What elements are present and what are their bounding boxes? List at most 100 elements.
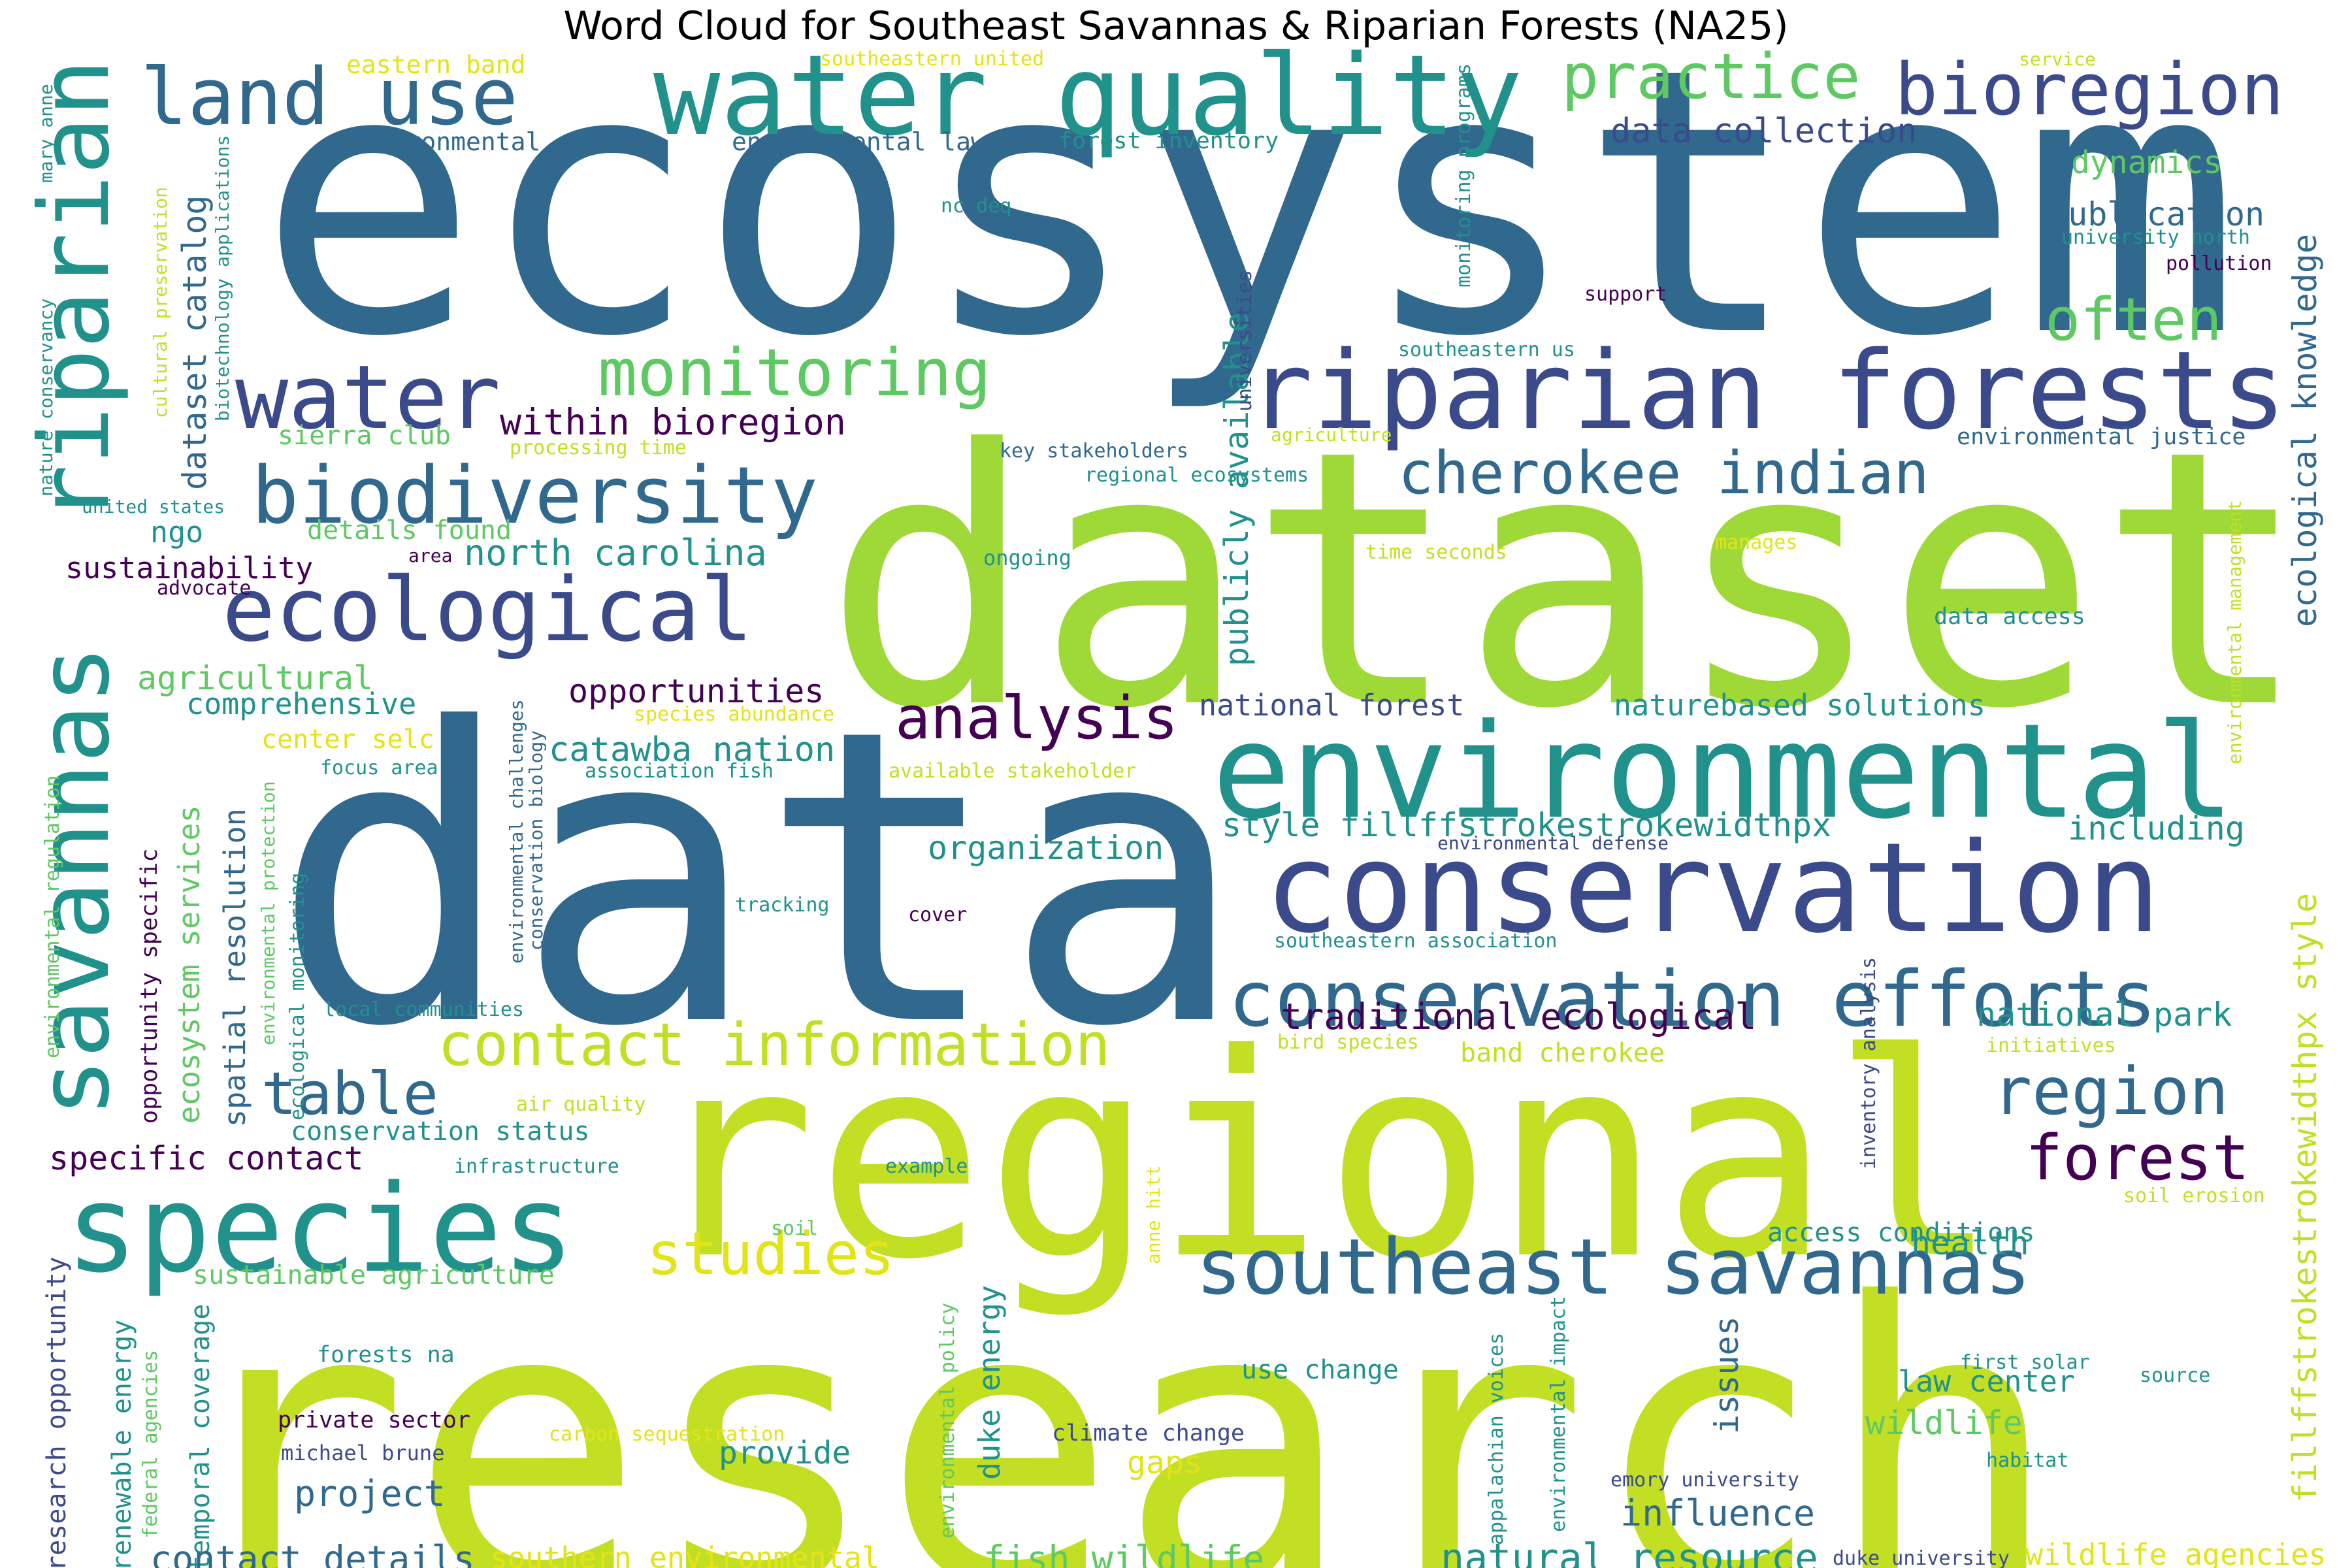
word-inventory-analysis: inventory analysis <box>1857 957 1880 1169</box>
word-climate-change: climate change <box>1052 1420 1245 1446</box>
word-access-conditions: access conditions <box>1767 1218 2034 1248</box>
word-land-use: land use <box>140 52 518 143</box>
word-habitat: habitat <box>1986 1449 2068 1472</box>
word-forests-na: forests na <box>317 1342 455 1368</box>
word-agricultural: agricultural <box>137 659 373 697</box>
word-regional-ecosystems: regional ecosystems <box>1085 464 1309 487</box>
word-emory-university: emory university <box>1610 1469 1799 1492</box>
word-specific-contact: specific contact <box>49 1139 364 1177</box>
word-appalachian-voices: appalachian voices <box>1485 1333 1508 1545</box>
word-sustainable-agriculture: sustainable agriculture <box>193 1260 555 1290</box>
word-natural-resource: natural resource <box>1441 1535 1818 1568</box>
word-dynamics: dynamics <box>2071 144 2222 181</box>
word-monitoring-programs: monitoring programs <box>1452 63 1475 287</box>
word-region: region <box>1993 1053 2229 1130</box>
word-savannas: savannas <box>18 645 131 1117</box>
word-environmental-regulation: environmental regulation <box>41 776 64 1058</box>
word-source: source <box>2140 1364 2210 1387</box>
word-infrastructure: infrastructure <box>454 1155 619 1178</box>
word-federal-agencies: federal agencies <box>139 1350 162 1539</box>
word-including: including <box>2068 809 2245 847</box>
word-southern-environmental: southern environmental <box>490 1541 879 1568</box>
word-key-stakeholders: key stakeholders <box>1000 440 1188 463</box>
word-style-fillffstrokestrokewidthpx: style fillffstrokestrokewidthpx <box>1222 806 1831 844</box>
word-university-north: university north <box>2061 226 2250 249</box>
word-provide: provide <box>719 1435 851 1471</box>
word-comprehensive: comprehensive <box>186 687 416 721</box>
word-conservation: conservation <box>1264 816 2161 960</box>
word-michael-brune: michael brune <box>281 1441 444 1465</box>
word-local-communities: local communities <box>323 998 524 1021</box>
word-processing-time: processing time <box>510 436 687 459</box>
word-ecological-knowledge: ecological knowledge <box>2286 234 2324 627</box>
word-forest: forest <box>2025 1122 2249 1194</box>
word-influence: influence <box>1620 1492 1815 1534</box>
word-fillffstrokestrokewidthpx-style: fillffstrokestrokewidthpx style <box>2286 893 2324 1503</box>
word-manages: manages <box>1715 531 1797 554</box>
word-united-states: united states <box>82 496 225 517</box>
word-center-selc: center selc <box>261 725 434 755</box>
word-details-found: details found <box>307 515 512 546</box>
word-band-cherokee: band cherokee <box>1460 1038 1665 1068</box>
word-tracking: tracking <box>735 894 830 917</box>
chart-title: Word Cloud for Southeast Savannas & Ripa… <box>563 3 1789 49</box>
word-duke-energy: duke energy <box>972 1285 1007 1480</box>
word-water-quality: water quality <box>653 31 1523 161</box>
word-health: health <box>1911 1224 2029 1262</box>
word-opportunities: opportunities <box>568 672 824 710</box>
word-cultural-preservation: cultural preservation <box>150 187 171 418</box>
word-data: data <box>271 644 1247 1115</box>
word-cover: cover <box>908 904 967 926</box>
word-riparian: riparian <box>18 59 131 523</box>
word-dataset: dataset <box>823 376 2310 786</box>
word-renewable-energy: renewable energy <box>107 1320 137 1568</box>
word-bird-species: bird species <box>1277 1031 1419 1054</box>
word-support: support <box>1584 283 1667 306</box>
word-traditional-ecological: traditional ecological <box>1281 996 1756 1037</box>
word-eastern-band: eastern band <box>346 50 526 79</box>
word-naturebased-solutions: naturebased solutions <box>1614 688 1985 723</box>
word-private-sector: private sector <box>278 1407 470 1433</box>
word-temporal-coverage: temporal coverage <box>186 1304 216 1568</box>
word-wildlife: wildlife <box>1865 1404 2023 1442</box>
word-cherokee-indian: cherokee indian <box>1398 439 1929 508</box>
word-publicly-available: publicly available <box>1218 312 1256 666</box>
word-organization: organization <box>928 829 1164 867</box>
word-gaps: gaps <box>1127 1445 1203 1481</box>
word-monitoring: monitoring <box>598 335 991 411</box>
word-southeastern-united: southeastern united <box>820 48 1044 71</box>
word-mary-anne: mary anne <box>35 84 57 183</box>
word-riparian-forests: riparian forests <box>1248 328 2286 453</box>
word-national-forest: national forest <box>1199 688 1464 723</box>
word-initiatives: initiatives <box>1986 1034 2116 1057</box>
word-duke-university: duke university <box>1833 1547 2010 1568</box>
word-opportunity-specific: opportunity specific <box>137 849 163 1124</box>
word-practice: practice <box>1561 41 1861 113</box>
word-north-carolina: north carolina <box>464 532 767 574</box>
word-project: project <box>294 1473 446 1514</box>
word-environmental-defense: environmental defense <box>1437 832 1669 854</box>
word-ecosystem-services: ecosystem services <box>172 805 206 1124</box>
word-ecological-monitoring: ecological monitoring <box>286 873 309 1120</box>
word-agriculture: agriculture <box>1271 424 1392 446</box>
word-species: species <box>65 1158 575 1299</box>
word-southeastern-us: southeastern us <box>1398 338 1575 361</box>
word-nature-conservancy: nature conservancy <box>35 299 57 497</box>
word-data-access: data access <box>1934 604 2085 630</box>
word-environmental-management: environmental management <box>2224 500 2246 764</box>
word-contact-details: contact details <box>150 1538 475 1568</box>
word-ecological: ecological <box>222 559 753 661</box>
word-species-abundance: species abundance <box>634 703 834 726</box>
word-ecosystem: ecosystem <box>258 0 2240 417</box>
word-national-park: national park <box>1976 996 2232 1034</box>
word-environmental-protection: environmental protection <box>257 781 279 1045</box>
word-time-seconds: time seconds <box>1365 541 1507 564</box>
word-contact-information: contact information <box>438 1011 1111 1079</box>
word-research-opportunity: research opportunity <box>42 1256 72 1568</box>
word-area: area <box>408 545 452 566</box>
word-data-collection: data collection <box>1610 112 1918 151</box>
word-biotechnology-applications: biotechnology applications <box>212 135 233 421</box>
word-forest-inventory: forest inventory <box>1058 128 1279 154</box>
word-soil-erosion: soil erosion <box>2123 1184 2265 1207</box>
word-association-fish: association fish <box>585 760 774 783</box>
